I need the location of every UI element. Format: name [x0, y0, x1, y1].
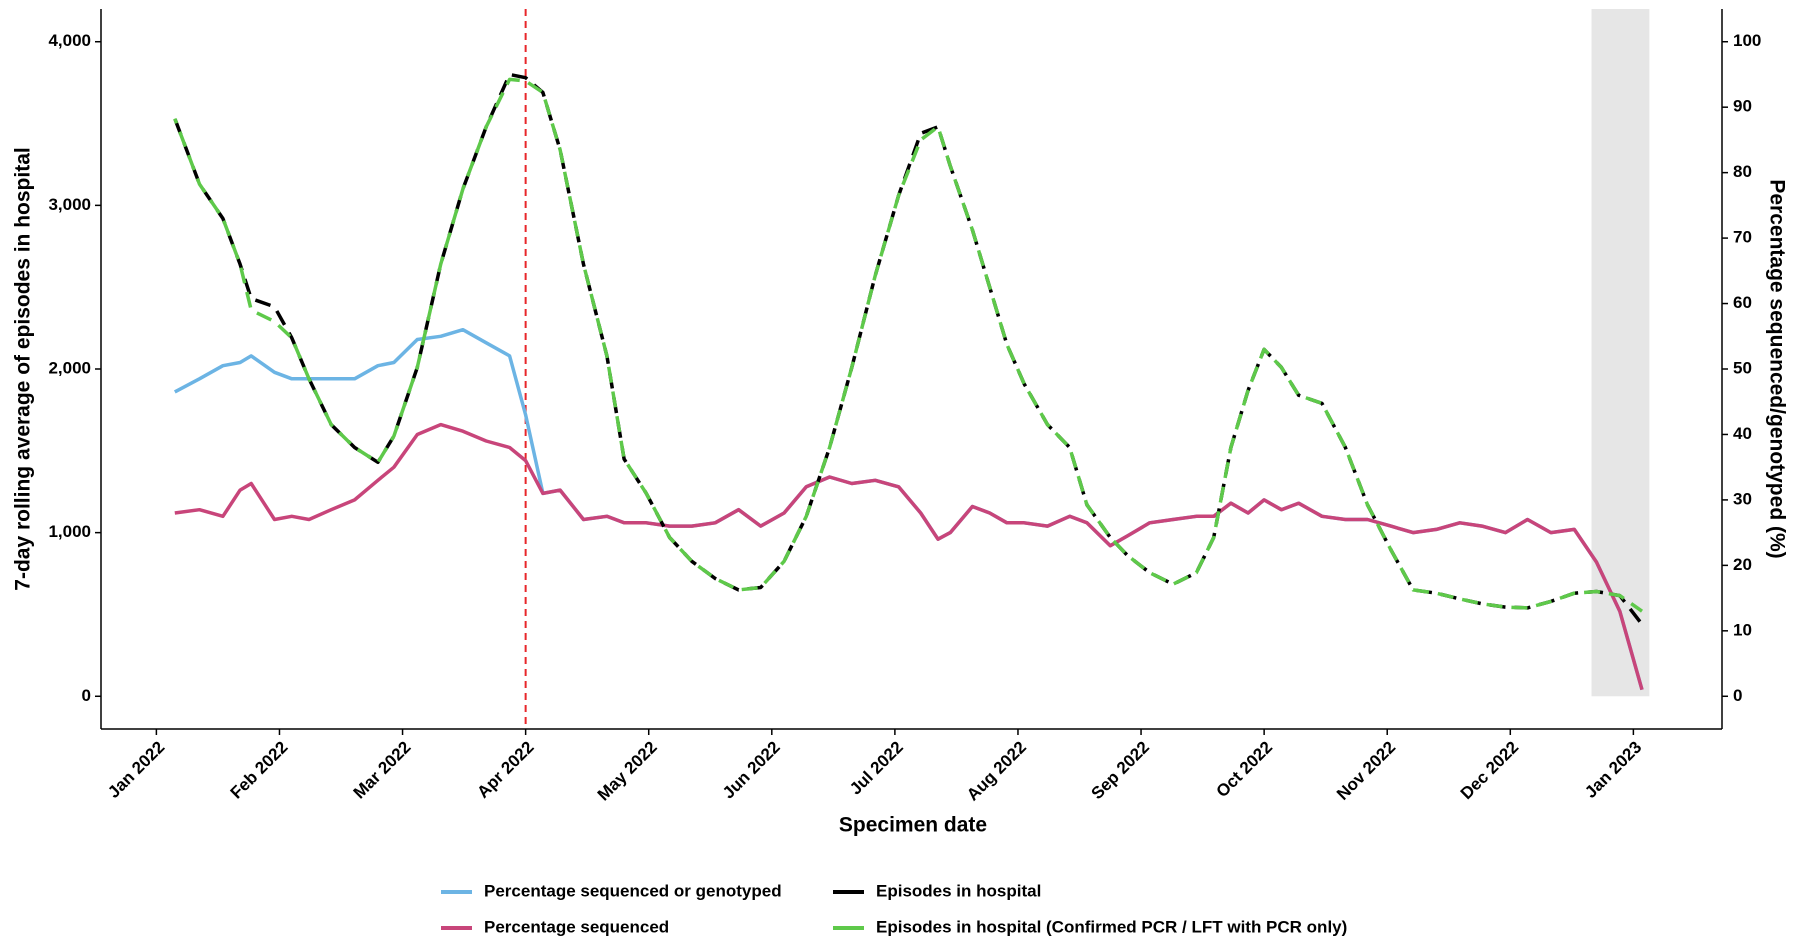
y2-axis-label: Percentage sequenced/genotyped (%)	[1765, 179, 1788, 558]
y2-tick-label: 20	[1733, 555, 1752, 574]
y-tick-label: 4,000	[48, 31, 91, 50]
y2-tick-label: 10	[1733, 620, 1752, 639]
x-tick-label: Nov 2022	[1333, 738, 1399, 804]
x-axis-label: Specimen date	[839, 814, 987, 837]
y2-tick-label: 60	[1733, 293, 1752, 312]
series-line	[174, 422, 1644, 691]
x-tick-label: Mar 2022	[350, 738, 415, 803]
y-tick-label: 0	[82, 686, 91, 705]
legend-label: Percentage sequenced or genotyped	[484, 881, 782, 900]
x-tick-label: May 2022	[594, 738, 661, 805]
y2-tick-label: 70	[1733, 228, 1752, 247]
y-axis-label: 7-day rolling average of episodes in hos…	[12, 147, 35, 590]
y-tick-label: 1,000	[48, 522, 91, 541]
x-tick-label: Jan 2022	[104, 738, 168, 802]
y2-tick-label: 100	[1733, 31, 1761, 50]
x-tick-label: Dec 2022	[1457, 738, 1523, 804]
y2-tick-label: 80	[1733, 162, 1752, 181]
x-tick-label: Feb 2022	[227, 738, 292, 803]
x-tick-label: Apr 2022	[473, 738, 537, 802]
y-tick-label: 3,000	[48, 195, 91, 214]
x-tick-label: Oct 2022	[1213, 738, 1277, 802]
legend-label: Episodes in hospital	[876, 881, 1041, 900]
y2-tick-label: 50	[1733, 358, 1752, 377]
y2-tick-label: 30	[1733, 489, 1752, 508]
x-tick-label: Jun 2022	[719, 738, 784, 803]
legend-label: Episodes in hospital (Confirmed PCR / LF…	[876, 917, 1347, 936]
x-tick-label: Jan 2023	[1581, 738, 1645, 802]
shaded-range	[1591, 9, 1650, 697]
y2-tick-label: 40	[1733, 424, 1752, 443]
series-line	[173, 72, 1644, 626]
y2-tick-label: 90	[1733, 97, 1752, 116]
x-tick-label: Jul 2022	[846, 738, 907, 799]
x-tick-label: Sep 2022	[1087, 738, 1153, 804]
x-tick-label: Aug 2022	[963, 738, 1030, 805]
series-line	[173, 77, 1644, 613]
series-line	[173, 327, 1644, 691]
y-tick-label: 2,000	[48, 358, 91, 377]
y2-tick-label: 0	[1733, 686, 1742, 705]
legend-label: Percentage sequenced	[484, 917, 669, 936]
